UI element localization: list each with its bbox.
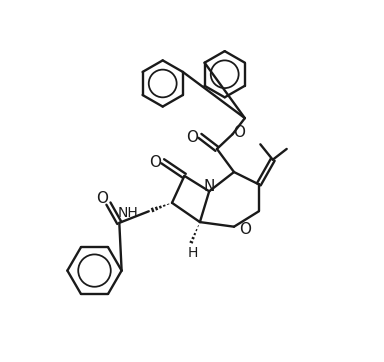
Text: O: O [149, 155, 161, 170]
Text: O: O [96, 191, 108, 206]
Text: O: O [233, 125, 245, 140]
Text: O: O [239, 222, 251, 237]
Text: H: H [188, 246, 198, 260]
Text: N: N [204, 179, 215, 194]
Text: NH: NH [117, 206, 138, 220]
Text: O: O [186, 130, 198, 145]
